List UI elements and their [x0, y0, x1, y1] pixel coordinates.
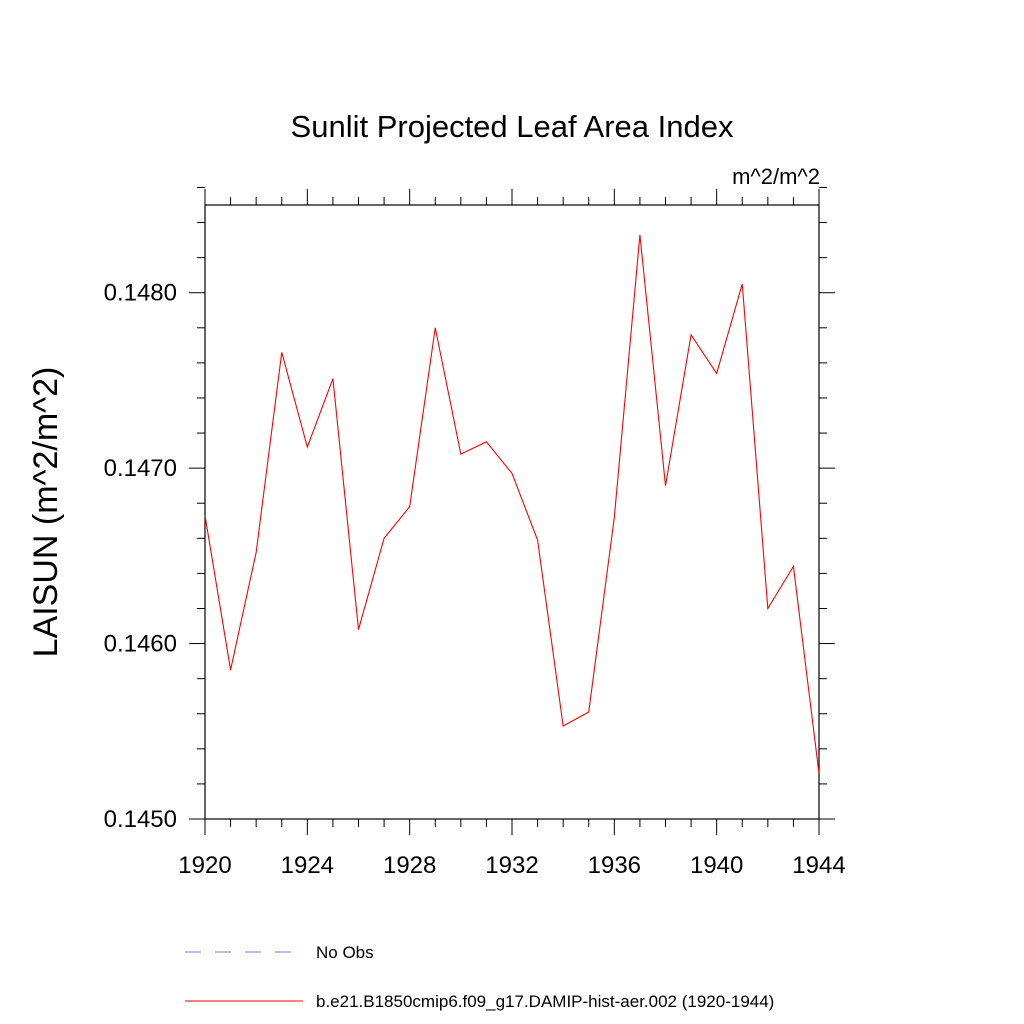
units-label: m^2/m^2	[732, 164, 820, 189]
y-axis-label: LAISUN (m^2/m^2)	[27, 367, 65, 658]
chart-title: Sunlit Projected Leaf Area Index	[291, 109, 734, 144]
axis-ticks	[189, 186, 835, 835]
series-layer	[204, 234, 820, 774]
x-tick-label: 1944	[792, 852, 845, 879]
y-tick-label: 0.1480	[104, 280, 177, 307]
x-tick-label: 1936	[588, 852, 641, 879]
x-tick-label: 1928	[383, 852, 436, 879]
y-tick-label: 0.1460	[104, 631, 177, 658]
x-tick-label: 1924	[281, 852, 334, 879]
legend-label: No Obs	[316, 943, 374, 962]
y-tick-label: 0.1470	[104, 455, 177, 482]
legend: No Obs b.e21.B1850cmip6.f09_g17.DAMIP-his…	[185, 943, 774, 1011]
y-tick-label: 0.1450	[104, 806, 177, 833]
legend-label: b.e21.B1850cmip6.f09_g17.DAMIP-hist-aer.…	[316, 992, 774, 1011]
x-tick-label: 1940	[690, 852, 743, 879]
plot-frame	[204, 204, 820, 820]
series-line	[204, 234, 820, 774]
x-tick-label: 1920	[178, 852, 231, 879]
x-tick-label: 1932	[485, 852, 538, 879]
axis-tick-labels: 1920 1924 1928 1932 1936 1940 1944 0.1450 0.1460…	[104, 280, 846, 879]
